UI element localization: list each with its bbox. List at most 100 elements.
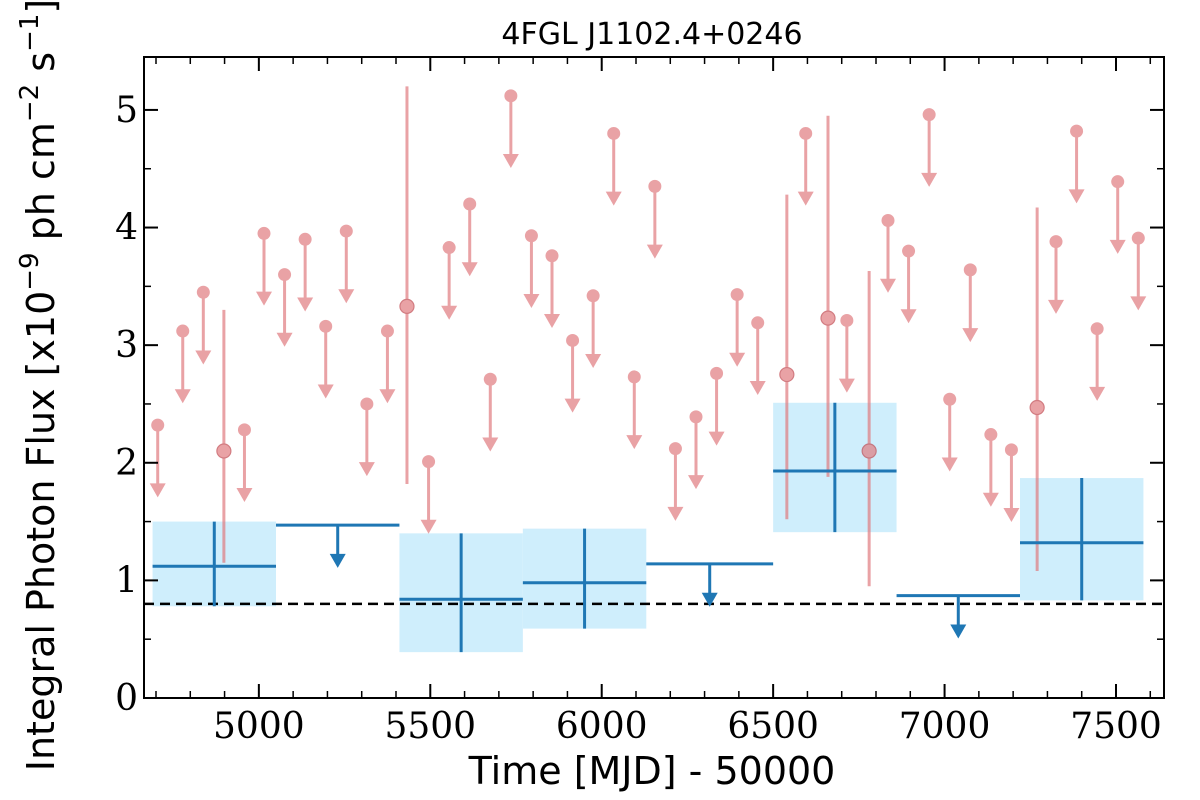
upper-limit-marker: [799, 126, 813, 140]
upper-limit-arrow: [174, 389, 191, 404]
upper-limit-marker: [1049, 235, 1063, 249]
axes-layer: [143, 56, 1165, 699]
upper-limit-arrow: [585, 353, 602, 368]
upper-limit-marker: [442, 241, 456, 255]
upper-limit-point: [688, 410, 704, 490]
upper-limit-marker: [319, 319, 333, 333]
upper-limit-arrow: [941, 457, 958, 472]
upper-limit-arrow: [276, 332, 293, 347]
upper-limit-arrow: [564, 398, 581, 413]
upper-limit-arrow: [1068, 189, 1085, 204]
upper-limit-marker: [1090, 322, 1104, 336]
upper-limit-arrow: [1130, 296, 1147, 311]
upper-limit-arrow: [544, 313, 560, 328]
upper-limit-point: [502, 89, 519, 169]
upper-limit-point: [626, 370, 643, 450]
upper-limit-arrow: [729, 352, 746, 367]
upper-limit-marker: [237, 423, 251, 437]
upper-limit-arrow: [688, 475, 704, 490]
upper-limit-arrow: [461, 262, 478, 277]
upper-limit-point: [276, 268, 293, 347]
upper-limit-arrow: [523, 293, 540, 308]
upper-limit-arrow: [420, 519, 437, 534]
upper-limit-marker: [151, 418, 165, 432]
upper-limit-arrow: [1003, 508, 1020, 523]
upper-limit-arrow: [482, 437, 499, 452]
upper-limit-marker: [668, 442, 682, 456]
upper-limit-point: [900, 244, 917, 324]
upper-limit-marker: [483, 372, 497, 386]
upper-limit-marker: [902, 244, 916, 258]
upper-limit-marker: [689, 410, 703, 424]
y-axis-label-mid: ph cm: [19, 122, 63, 252]
bin-ul-arrow: [329, 553, 346, 568]
upper-limit-arrow: [605, 191, 622, 206]
y-axis-label-exp3: −1: [15, 14, 45, 52]
upper-limit-point: [544, 249, 560, 328]
ticks-layer: 5000 5500 6000 6500 7000 7500 0 1 2 3 4 5: [115, 57, 1164, 747]
upper-limit-arrow: [797, 191, 814, 206]
y-tick-label: 2: [115, 443, 138, 484]
upper-limit-point: [585, 289, 602, 368]
blue-points-layer: [152, 402, 1144, 653]
upper-limit-point: [749, 316, 766, 396]
upper-limit-arrow: [502, 154, 519, 169]
upper-limit-marker: [984, 428, 998, 442]
upper-limit-marker: [943, 392, 957, 406]
upper-limit-arrow: [921, 172, 938, 187]
detection-marker: [216, 443, 232, 459]
upper-limit-marker: [422, 455, 436, 469]
upper-limit-point: [1048, 235, 1064, 314]
x-tick-label: 6500: [727, 706, 819, 747]
upper-limit-point: [667, 442, 684, 521]
upper-limit-marker: [463, 197, 477, 211]
upper-limit-point: [420, 455, 437, 534]
upper-limit-marker: [730, 288, 744, 302]
upper-limit-point: [461, 197, 478, 277]
upper-limit-arrow: [838, 378, 855, 393]
upper-limit-marker: [648, 179, 662, 193]
upper-limit-marker: [881, 213, 895, 227]
y-tick-label: 1: [115, 560, 138, 601]
upper-limit-point: [523, 229, 540, 308]
upper-limit-point: [982, 428, 999, 507]
y-axis-label-mid2: s: [19, 52, 63, 84]
upper-limit-marker: [257, 226, 271, 240]
upper-limit-marker: [545, 249, 559, 263]
upper-limit-marker: [1004, 443, 1018, 457]
y-axis-label-main: Integral Photon Flux [x10: [19, 291, 63, 772]
upper-limit-arrow: [962, 328, 979, 343]
upper-limit-marker: [922, 108, 936, 122]
upper-limit-point: [195, 285, 212, 365]
upper-limit-point: [941, 392, 958, 472]
upper-limit-point: [358, 397, 375, 477]
y-axis-label-exp2: −2: [15, 84, 45, 122]
upper-limit-marker: [607, 126, 621, 140]
upper-limit-marker: [840, 313, 854, 327]
upper-limit-arrow: [900, 309, 917, 324]
x-axis-label: Time [MJD] - 50000: [468, 749, 836, 793]
upper-limit-point: [482, 372, 499, 452]
upper-limit-point: [838, 313, 855, 393]
upper-limit-marker: [504, 89, 518, 103]
upper-limit-arrow: [667, 506, 684, 521]
upper-limit-arrow: [256, 291, 272, 306]
upper-limit-marker: [627, 370, 641, 384]
upper-limit-point: [708, 366, 725, 446]
detection-marker: [861, 443, 877, 459]
x-tick-label: 7000: [899, 706, 991, 747]
upper-limit-point: [564, 333, 581, 413]
upper-limit-marker: [1111, 175, 1125, 189]
upper-limit-marker: [710, 366, 724, 380]
upper-limit-marker: [360, 397, 374, 411]
upper-limit-point: [149, 418, 166, 498]
detection-point: [861, 271, 877, 587]
chart-title: 4FGL J1102.4+0246: [501, 17, 802, 52]
y-axis-label: Integral Photon Flux [x10−9 ph cm−2 s−1]: [15, 0, 63, 771]
y-tick-label: 0: [115, 678, 138, 719]
upper-limit-marker: [339, 224, 353, 238]
detection-point: [399, 86, 415, 484]
x-tick-label: 7500: [1070, 706, 1162, 747]
detection-point: [779, 194, 795, 520]
